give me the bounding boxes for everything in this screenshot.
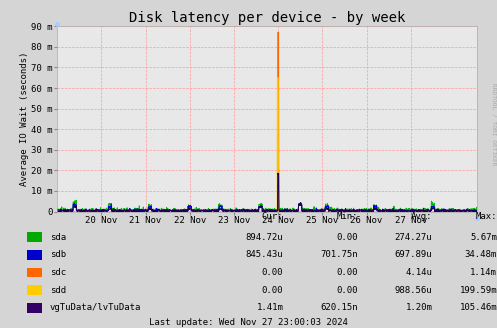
Text: vgTuData/lvTuData: vgTuData/lvTuData [50,303,141,313]
Text: 1.41m: 1.41m [256,303,283,313]
Title: Disk latency per device - by week: Disk latency per device - by week [129,11,406,25]
Text: Last update: Wed Nov 27 23:00:03 2024: Last update: Wed Nov 27 23:00:03 2024 [149,318,348,327]
Text: 988.56u: 988.56u [395,286,432,295]
Text: 4.14u: 4.14u [406,268,432,277]
Text: 274.27u: 274.27u [395,233,432,242]
Text: 34.48m: 34.48m [465,250,497,259]
Text: 0.00: 0.00 [336,286,358,295]
Text: 5.67m: 5.67m [470,233,497,242]
Text: sdd: sdd [50,286,66,295]
Text: 1.14m: 1.14m [470,268,497,277]
Text: Avg:: Avg: [411,213,432,221]
Text: 0.00: 0.00 [336,268,358,277]
Text: Min:: Min: [336,213,358,221]
Text: sdc: sdc [50,268,66,277]
Text: 0.00: 0.00 [336,233,358,242]
Text: 105.46m: 105.46m [459,303,497,313]
Text: 0.00: 0.00 [262,286,283,295]
Text: Cur:: Cur: [262,213,283,221]
Text: 620.15n: 620.15n [320,303,358,313]
Text: 701.75n: 701.75n [320,250,358,259]
Text: 894.72u: 894.72u [246,233,283,242]
Text: sda: sda [50,233,66,242]
Text: 1.20m: 1.20m [406,303,432,313]
Text: 0.00: 0.00 [262,268,283,277]
Text: 199.59m: 199.59m [459,286,497,295]
Text: 697.89u: 697.89u [395,250,432,259]
Text: 845.43u: 845.43u [246,250,283,259]
Text: RRDTOOL / TOBI OETIKER: RRDTOOL / TOBI OETIKER [491,83,496,166]
Text: sdb: sdb [50,250,66,259]
Text: Max:: Max: [476,213,497,221]
Y-axis label: Average IO Wait (seconds): Average IO Wait (seconds) [20,52,29,186]
